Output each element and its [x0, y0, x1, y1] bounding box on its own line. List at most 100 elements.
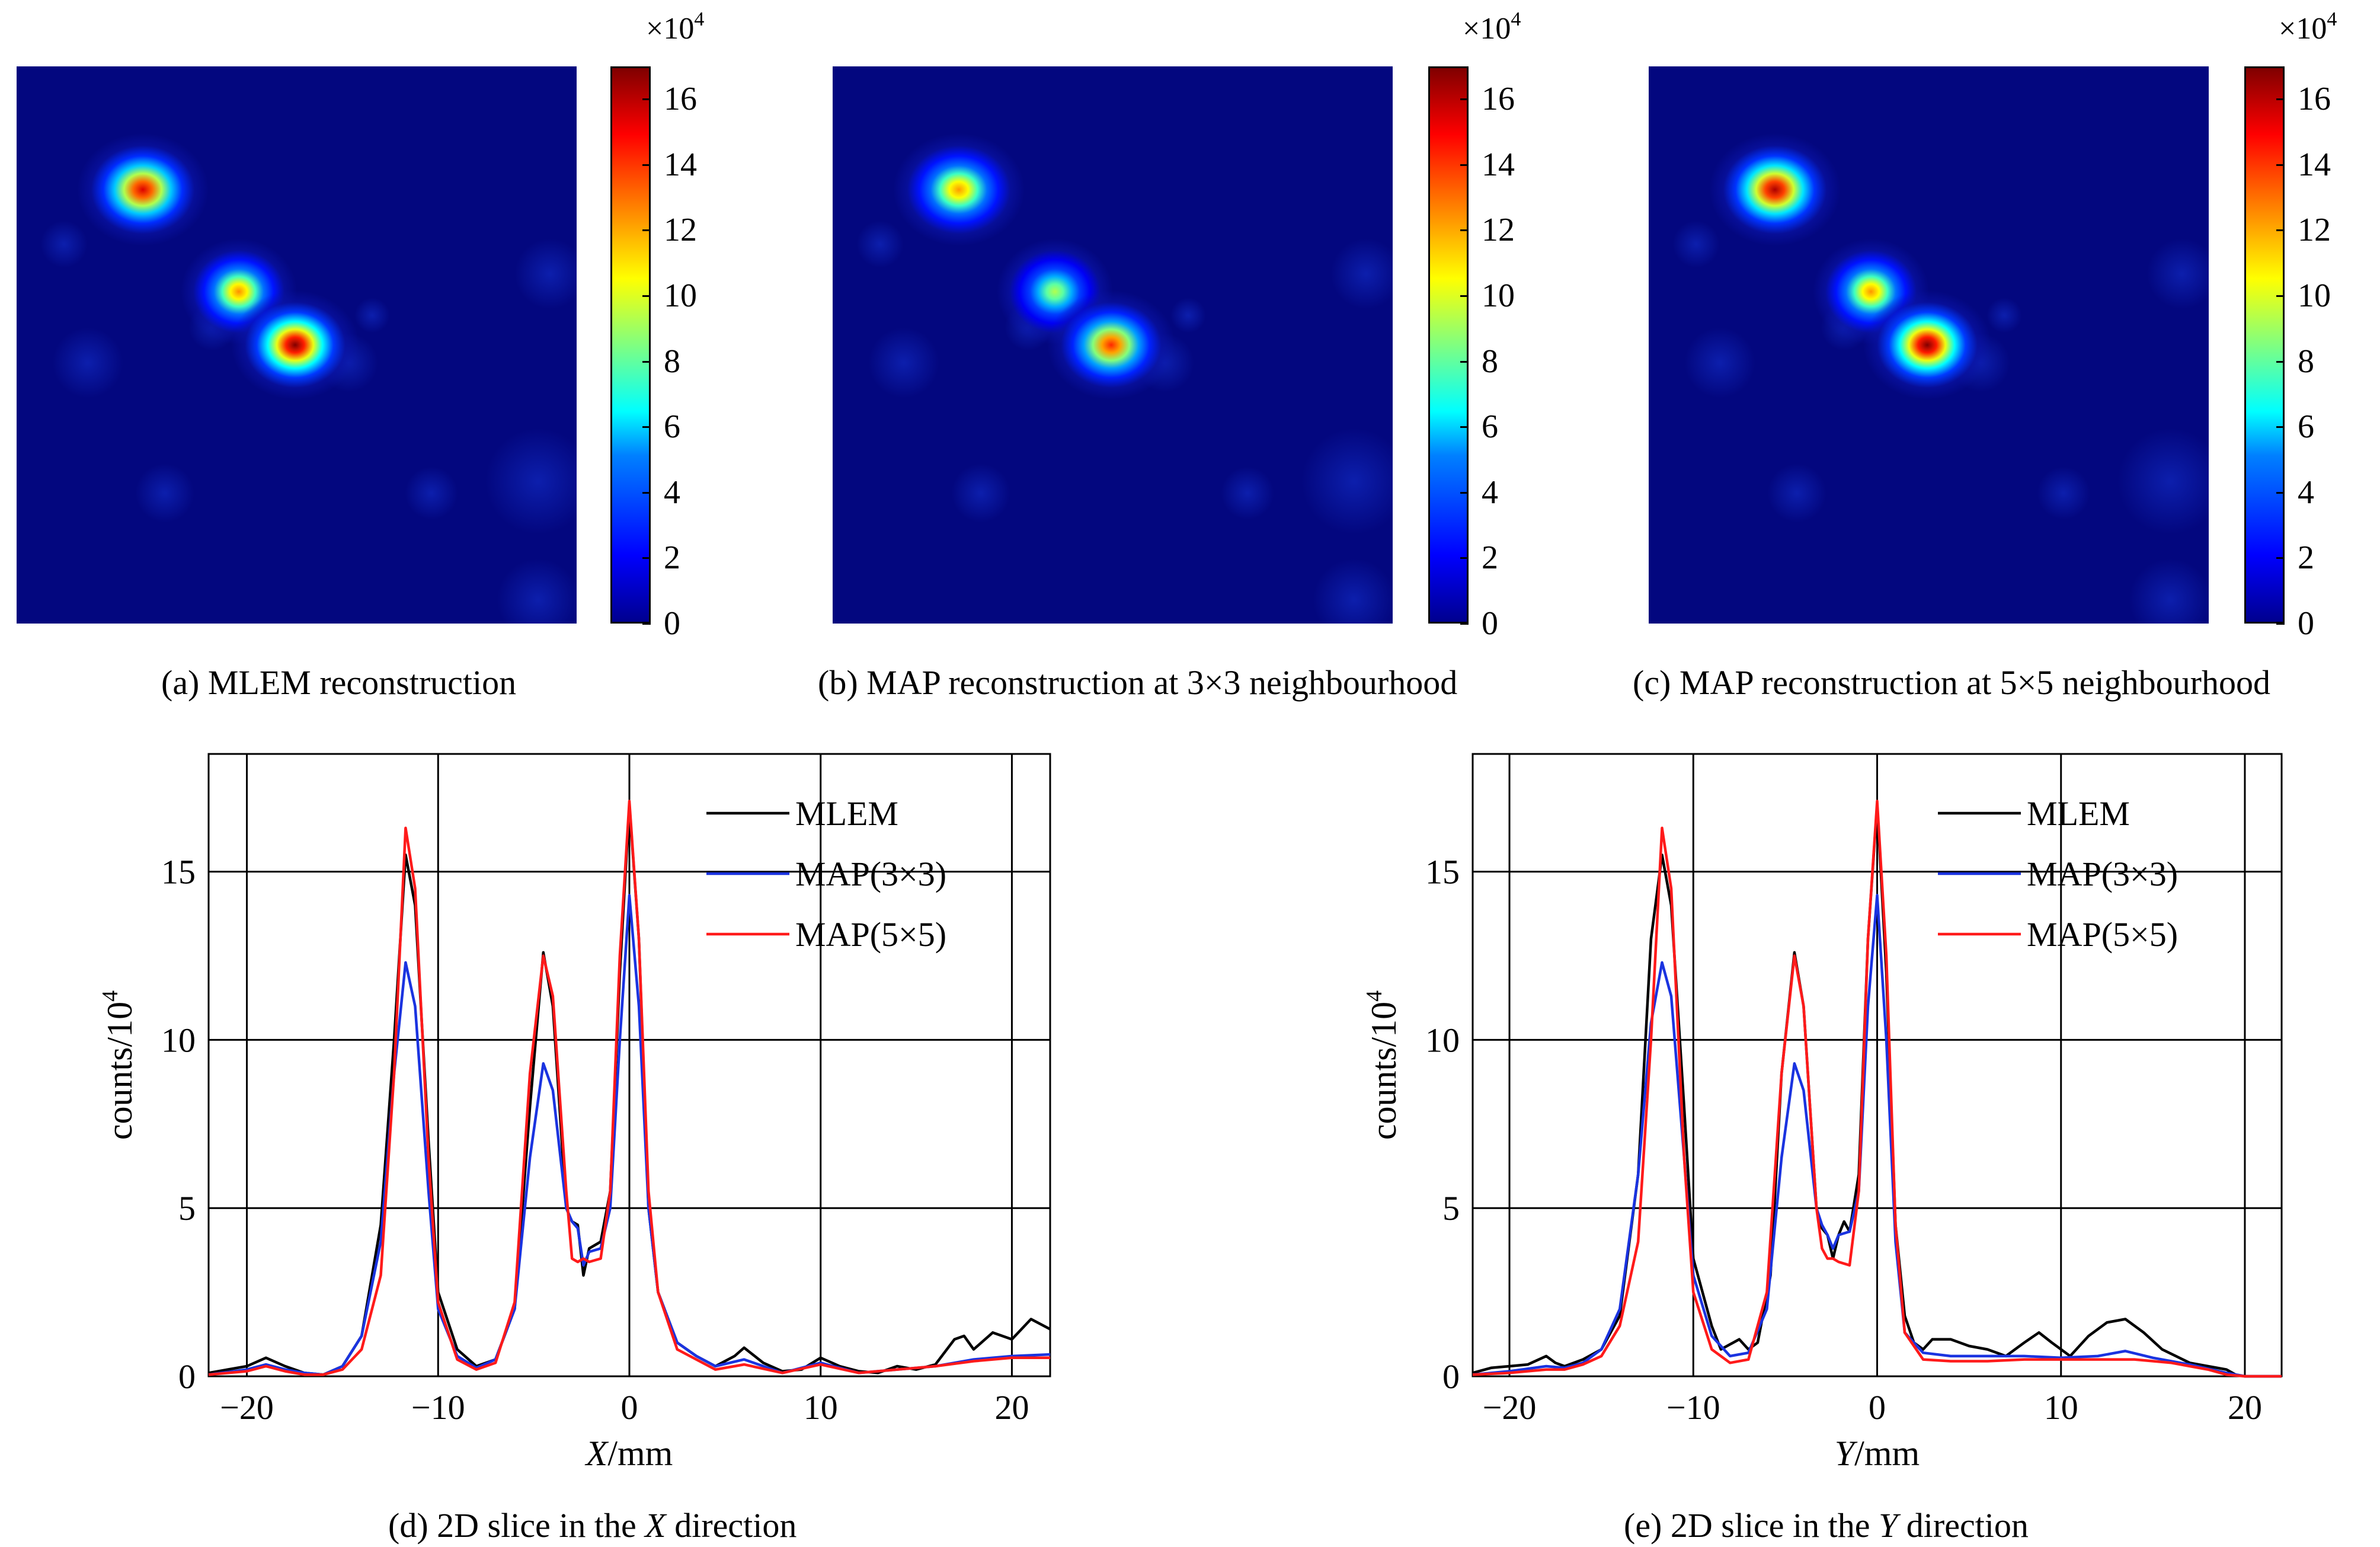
- hotspot-spot3: [1863, 290, 1992, 400]
- x-tick-label: 0: [621, 1388, 638, 1427]
- y-axis-label: counts/104: [1362, 990, 1403, 1140]
- colorbar-tick-mark: [642, 557, 651, 560]
- colorbar-tick-label: 8: [664, 343, 680, 380]
- colorbar-tick-mark: [642, 360, 651, 363]
- colorbar-tick-label: 0: [664, 605, 680, 642]
- colorbar-tick-mark: [2276, 295, 2285, 298]
- background-noise-blob: [354, 298, 390, 333]
- heatmap-map-3x3: [833, 66, 1393, 624]
- caption-b: (b) MAP reconstruction at 3×3 neighbourh…: [818, 663, 1458, 702]
- colorbar-a: [610, 66, 651, 624]
- legend-label: MLEM: [795, 794, 898, 833]
- colorbar-c: [2244, 66, 2285, 624]
- colorbar-tick-label: 6: [1482, 408, 1498, 446]
- background-noise-blob: [2037, 466, 2090, 520]
- x-tick-label: 20: [994, 1388, 1029, 1427]
- background-noise-blob: [485, 428, 577, 535]
- background-noise-blob: [497, 558, 577, 624]
- legend-label: MAP(5×5): [2027, 915, 2178, 954]
- hotspot-spot1: [76, 133, 209, 247]
- colorbar-tick-label: 12: [664, 212, 697, 249]
- x-tick-label: 0: [1869, 1388, 1886, 1427]
- caption-e: (e) 2D slice in the Y direction: [1624, 1506, 2029, 1545]
- background-noise-blob: [951, 464, 1010, 523]
- x-tick-label: 20: [2228, 1388, 2262, 1427]
- x-axis-label: X/mm: [585, 1434, 673, 1473]
- colorbar-tick-label: 16: [664, 81, 697, 118]
- y-axis-label: counts/104: [98, 990, 139, 1140]
- colorbar-tick-label: 4: [2298, 474, 2314, 511]
- background-noise-blob: [1767, 464, 1826, 523]
- colorbar-tick-mark: [642, 295, 651, 298]
- y-tick-label: 0: [1442, 1357, 1460, 1396]
- legend-label: MLEM: [2027, 794, 2130, 833]
- series-line-1: [208, 894, 1051, 1376]
- caption-d: (d) 2D slice in the X direction: [388, 1506, 797, 1545]
- x-tick-label: −20: [1483, 1388, 1537, 1427]
- x-tick-label: −10: [411, 1388, 465, 1427]
- legend-label: MAP(5×5): [795, 915, 946, 954]
- background-noise-blob: [1221, 466, 1274, 520]
- series-line-2: [1472, 800, 2282, 1378]
- colorbar-tick-mark: [2276, 491, 2285, 494]
- colorbar-tick-label: 4: [664, 474, 680, 511]
- colorbar-tick-label: 10: [664, 277, 697, 315]
- y-tick-label: 0: [178, 1357, 196, 1396]
- background-noise-blob: [514, 238, 577, 309]
- colorbar-tick-mark: [2276, 98, 2285, 101]
- colorbar-tick-mark: [642, 623, 651, 625]
- series-line-1: [1472, 894, 2282, 1378]
- y-tick-label: 15: [161, 853, 196, 891]
- caption-a: (a) MLEM reconstruction: [161, 663, 517, 702]
- colorbar-tick-label: 14: [2298, 146, 2331, 183]
- plot-frame: [207, 753, 1051, 1377]
- colorbar-tick-mark: [2276, 229, 2285, 232]
- background-noise-blob: [1672, 220, 1720, 268]
- x-tick-label: −20: [220, 1388, 274, 1427]
- colorbar-tick-mark: [1460, 426, 1469, 429]
- background-noise-blob: [405, 466, 458, 520]
- colorbar-tick-mark: [1460, 229, 1469, 232]
- background-noise-blob: [1684, 327, 1755, 398]
- y-tick-label: 10: [1425, 1021, 1460, 1059]
- colorbar-tick-label: 6: [664, 408, 680, 446]
- background-noise-blob: [1170, 298, 1206, 333]
- colorbar-tick-label: 2: [1482, 539, 1498, 577]
- colorbar-tick-label: 14: [664, 146, 697, 183]
- x-axis-label: Y/mm: [1835, 1434, 1920, 1473]
- heatmap-map-5x5: [1649, 66, 2209, 624]
- colorbar-tick-label: 10: [1482, 277, 1515, 315]
- background-noise-blob: [40, 220, 88, 268]
- background-noise-blob: [135, 464, 194, 523]
- colorbar-tick-mark: [642, 164, 651, 166]
- colorbar-tick-label: 4: [1482, 474, 1498, 511]
- colorbar-tick-label: 2: [664, 539, 680, 577]
- colorbar-tick-mark: [2276, 164, 2285, 166]
- legend-label: MAP(3×3): [2027, 855, 2178, 893]
- hotspot-spot3: [1047, 290, 1176, 400]
- colorbar-tick-label: 8: [1482, 343, 1498, 380]
- colorbar-tick-label: 12: [2298, 212, 2331, 249]
- colorbar-tick-label: 14: [1482, 146, 1515, 183]
- y-tick-label: 5: [1442, 1189, 1460, 1228]
- colorbar-tick-mark: [1460, 623, 1469, 625]
- colorbar-tick-mark: [642, 98, 651, 101]
- colorbar-tick-mark: [1460, 164, 1469, 166]
- series-line-2: [208, 800, 1050, 1376]
- heatmap-mlem: [17, 66, 577, 624]
- caption-c: (c) MAP reconstruction at 5×5 neighbourh…: [1633, 663, 2270, 702]
- colorbar-tick-mark: [1460, 557, 1469, 560]
- background-noise-blob: [2117, 428, 2209, 535]
- y-tick-label: 5: [178, 1189, 196, 1228]
- colorbar-tick-mark: [642, 229, 651, 232]
- x-tick-label: 10: [804, 1388, 838, 1427]
- legend-label: MAP(3×3): [795, 855, 946, 893]
- background-noise-blob: [868, 327, 939, 398]
- colorbar-tick-label: 16: [1482, 81, 1515, 118]
- line-plot-x-slice: −20 −10 0 10 20 0 5 10 15 X/mm counts/104 MLEM MAP(3…: [98, 753, 1051, 1473]
- colorbar-tick-label: 0: [2298, 605, 2314, 642]
- background-noise-blob: [1330, 238, 1393, 309]
- background-noise-blob: [1986, 298, 2022, 333]
- colorbar-tick-mark: [2276, 623, 2285, 625]
- colorbar-tick-mark: [2276, 426, 2285, 429]
